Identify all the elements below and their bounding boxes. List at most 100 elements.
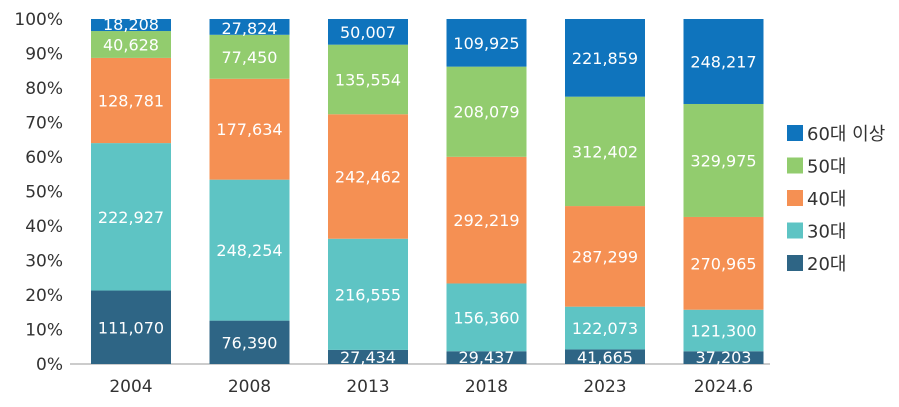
y-tick-label: 90% (25, 45, 63, 65)
legend-swatch (787, 222, 803, 239)
data-label: 270,965 (690, 254, 756, 273)
legend-label: 40대 (807, 189, 846, 210)
legend-label: 50대 (807, 157, 846, 178)
bar-group-2018: 29,437 156,360 292,219 208,079 109,925 (446, 19, 527, 367)
bar-segment-20대 (91, 290, 171, 364)
legend-swatch (787, 190, 803, 206)
x-tick-label: 2023 (583, 377, 626, 397)
y-axis: 0% 10% 20% 30% 40% 50% 60% 70% 80% 90% 100% (14, 10, 63, 375)
bar-segment-40대 (565, 206, 645, 307)
data-label: 287,299 (572, 247, 638, 266)
data-label: 208,079 (453, 103, 519, 122)
y-tick-label: 20% (25, 286, 63, 306)
bar-segment-50대 (565, 96, 645, 207)
legend-item-60대-이상: 60대 이상 (787, 124, 885, 145)
y-tick-label: 70% (25, 114, 63, 134)
bar-segment-50대 (328, 44, 408, 115)
data-label: 222,927 (98, 208, 164, 227)
legend-label: 20대 (807, 254, 846, 275)
legend-item-30대: 30대 (787, 222, 846, 243)
bar-segment-50대 (91, 31, 171, 58)
data-label: 135,554 (335, 70, 401, 89)
bar-segment-50대 (209, 34, 290, 79)
legend-label: 30대 (807, 222, 846, 243)
data-label: 77,450 (222, 48, 278, 67)
data-label: 242,462 (335, 168, 401, 187)
data-label: 37,203 (696, 348, 752, 367)
bar-segment-40대 (683, 216, 764, 310)
bar-segment-60대-이상 (683, 19, 764, 104)
x-tick-label: 2008 (228, 377, 271, 397)
data-label: 329,975 (690, 151, 756, 170)
bar-segment-20대 (328, 349, 408, 364)
bar-segment-40대 (209, 78, 290, 180)
data-label: 216,555 (335, 285, 401, 304)
bar-group-2013: 27,434 216,555 242,462 135,554 50,007 (328, 19, 408, 367)
data-label: 156,360 (453, 308, 519, 327)
bar-segment-50대 (446, 66, 527, 157)
legend-label: 60대 이상 (807, 124, 885, 145)
bar-segment-60대-이상 (328, 19, 408, 45)
data-label: 221,859 (572, 49, 638, 68)
data-label: 50,007 (340, 23, 396, 42)
legend-item-50대: 50대 (787, 157, 846, 178)
data-label: 40,628 (103, 35, 159, 54)
bar-segment-30대 (683, 309, 764, 352)
data-label: 248,217 (690, 52, 756, 71)
y-tick-label: 40% (25, 217, 63, 237)
data-label: 18,208 (103, 15, 159, 34)
bar-segment-20대 (209, 320, 290, 364)
data-label: 121,300 (690, 321, 756, 340)
data-label: 177,634 (216, 120, 282, 139)
bar-segment-30대 (91, 143, 171, 291)
bar-segment-60대-이상 (446, 19, 527, 67)
x-tick-label: 2013 (346, 377, 389, 397)
legend-item-40대: 40대 (787, 189, 846, 210)
bar-segment-20대 (683, 351, 764, 364)
x-tick-label: 2018 (465, 377, 508, 397)
bar-segment-20대 (565, 349, 645, 364)
bar-segment-60대-이상 (91, 19, 171, 32)
y-tick-label: 50% (25, 183, 63, 203)
data-label: 312,402 (572, 142, 638, 161)
y-tick-label: 30% (25, 252, 63, 272)
bar-segment-60대-이상 (565, 19, 645, 97)
data-label: 111,070 (98, 318, 164, 337)
data-label: 248,254 (216, 241, 282, 260)
y-tick-label: 0% (36, 355, 63, 375)
legend-swatch (787, 157, 803, 174)
bar-segment-40대 (446, 156, 527, 284)
legend-swatch (787, 125, 803, 141)
x-axis: 2004 2008 2013 2018 2023 2024.6 (109, 377, 753, 397)
data-label: 27,824 (222, 19, 278, 38)
y-tick-label: 60% (25, 148, 63, 168)
y-tick-label: 80% (25, 79, 63, 99)
bar-segment-40대 (328, 114, 408, 239)
data-label: 109,925 (453, 34, 519, 53)
data-label: 128,781 (98, 92, 164, 111)
bar-segment-30대 (209, 179, 290, 321)
x-tick-label: 2024.6 (694, 377, 753, 397)
data-label: 29,437 (459, 348, 515, 367)
bar-group-2023: 41,665 122,073 287,299 312,402 221,859 (565, 19, 645, 367)
bar-segment-30대 (328, 238, 408, 350)
bar-segment-30대 (565, 306, 645, 350)
y-tick-label: 10% (25, 321, 63, 341)
data-label: 27,434 (340, 348, 396, 367)
legend: 60대 이상 50대 40대 30대 20대 (787, 124, 885, 275)
data-label: 292,219 (453, 211, 519, 230)
x-tick-label: 2004 (109, 377, 152, 397)
bar-segment-60대-이상 (209, 19, 290, 35)
data-label: 41,665 (577, 348, 633, 367)
data-label: 122,073 (572, 319, 638, 338)
bar-group-2024-6: 37,203 121,300 270,965 329,975 248,217 (683, 19, 764, 367)
bar-group-2008: 76,390 248,254 177,634 77,450 27,824 (209, 19, 290, 364)
y-tick-label: 100% (14, 10, 63, 30)
bar-segment-50대 (683, 103, 764, 217)
data-label: 76,390 (222, 333, 278, 352)
bar-segment-40대 (91, 57, 171, 144)
legend-swatch (787, 255, 803, 271)
